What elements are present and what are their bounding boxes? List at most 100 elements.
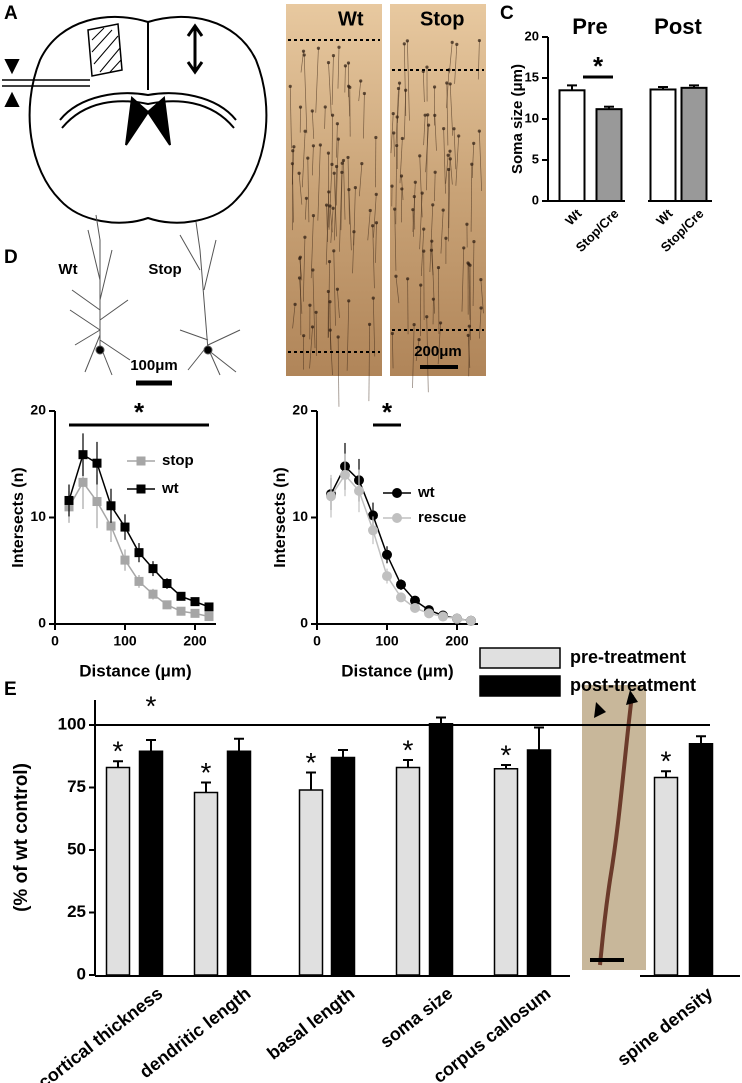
bar [395, 766, 421, 976]
texture-cell [406, 277, 410, 281]
y-tick-label: 100 [58, 714, 86, 733]
texture-line [434, 172, 436, 202]
scale-bar-label: 200μm [414, 343, 462, 360]
texture-line [317, 145, 321, 221]
texture-line [412, 324, 415, 388]
texture-line [348, 86, 351, 117]
texture-cell [298, 255, 302, 259]
texture-cell [397, 81, 402, 85]
x-tick-label: 0 [51, 633, 59, 649]
texture-cell [448, 82, 452, 86]
texture-cell [346, 61, 351, 65]
texture-cell [392, 131, 396, 135]
texture-line [326, 205, 328, 242]
x-tick-label: 200 [445, 633, 469, 649]
texture-line [311, 145, 314, 176]
legend-swatch [479, 675, 561, 697]
texture-line [367, 210, 371, 241]
texture-cell [470, 162, 474, 166]
texture-cell [368, 208, 372, 213]
texture-cell [328, 204, 332, 208]
y-tick-label: 0 [38, 615, 46, 631]
marker [190, 608, 200, 618]
bar [493, 768, 519, 976]
texture-line [393, 132, 395, 157]
legend-marker [136, 484, 146, 494]
texture-line [292, 304, 296, 329]
texture-line [339, 172, 343, 252]
legend-swatch [479, 647, 561, 669]
legend-marker [392, 513, 402, 523]
texture-line [312, 269, 316, 349]
marker [382, 571, 392, 582]
significance-star: * [593, 51, 604, 81]
y-tick-label: 25 [67, 902, 86, 921]
texture-line [455, 135, 460, 186]
bar [138, 750, 164, 976]
texture-line [431, 241, 435, 314]
group-title: Pre [572, 14, 607, 39]
texture-line [363, 93, 365, 139]
significance-star: * [306, 747, 317, 778]
texture-cell [340, 170, 344, 174]
bar [193, 791, 219, 976]
y-tick-label: 50 [67, 839, 86, 858]
marker [326, 491, 336, 502]
texture-line [328, 164, 333, 230]
texture-line [309, 326, 313, 369]
texture-cell [326, 61, 331, 65]
texture-cell [399, 174, 404, 178]
texture-line [468, 326, 470, 377]
x-axis-label: Distance (μm) [79, 661, 191, 680]
texture-cell [472, 141, 476, 145]
texture-cell [467, 324, 471, 328]
marker [106, 501, 116, 511]
texture-line [331, 55, 334, 105]
texture-line [311, 110, 315, 139]
texture-line [422, 71, 425, 103]
texture-line [448, 151, 451, 229]
micrograph-label: Stop [420, 8, 464, 30]
legend-label: rescue [418, 509, 466, 526]
texture-cell [436, 265, 441, 270]
y-tick-label: 10 [292, 508, 308, 524]
texture-cell [426, 113, 430, 117]
texture-cell [336, 137, 340, 141]
bar [226, 750, 252, 976]
marker [162, 600, 172, 610]
panel-label: A [4, 3, 18, 24]
texture-cell [328, 328, 332, 332]
texture-cell [311, 268, 315, 272]
significance-star: * [146, 690, 157, 721]
texture-line [412, 182, 416, 232]
dendrite [598, 694, 634, 966]
texture-line [434, 115, 437, 151]
texture-cell [413, 180, 417, 184]
texture-cell [360, 162, 364, 166]
marker [204, 612, 214, 622]
texture-cell [396, 86, 401, 91]
texture-cell [429, 248, 434, 252]
texture-cell [462, 246, 466, 250]
texture-line [301, 131, 306, 188]
texture-cell [347, 299, 351, 303]
legend-label: stop [162, 452, 194, 469]
legend-label: wt [417, 484, 435, 501]
texture-line [426, 316, 429, 393]
texture-line [423, 115, 426, 146]
texture-line [299, 257, 302, 336]
texture-line [368, 324, 370, 402]
texture-cell [308, 303, 312, 307]
texture-line [372, 225, 375, 289]
texture-cell [303, 235, 307, 239]
y-tick-label: 0 [300, 615, 308, 631]
texture-line [470, 164, 473, 232]
texture-line [375, 222, 377, 263]
texture-cell [433, 170, 437, 174]
texture-cell [353, 186, 357, 190]
texture-line [324, 106, 326, 129]
texture-line [390, 113, 394, 154]
texture-line [395, 88, 399, 144]
x-tick-label: Wt [562, 205, 585, 228]
